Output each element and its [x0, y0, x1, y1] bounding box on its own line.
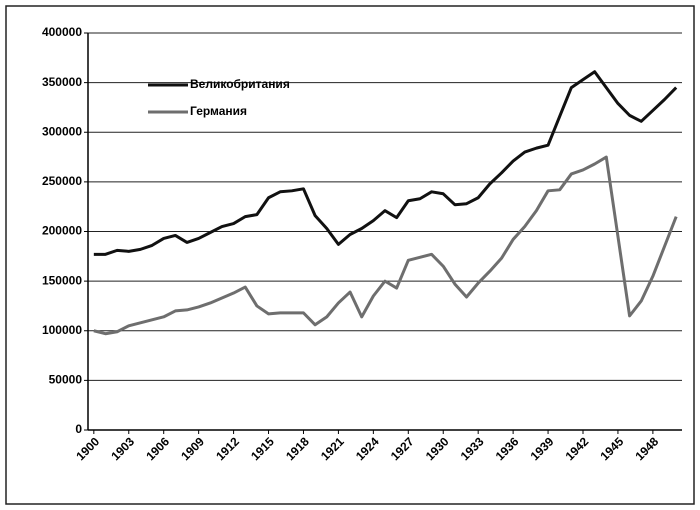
y-tick-label: 50000 [49, 373, 83, 387]
y-tick-label: 250000 [42, 174, 82, 188]
line-series [93, 155, 678, 336]
legend-label: Великобритания [190, 77, 290, 91]
y-tick-label: 300000 [42, 124, 82, 138]
legend-label: Германия [190, 104, 247, 118]
y-tick-label: 150000 [42, 273, 82, 287]
y-tick-label: 100000 [42, 323, 82, 337]
y-tick-label: 0 [75, 422, 82, 436]
chart-border [5, 5, 695, 505]
y-tick-label: 200000 [42, 224, 82, 238]
y-tick-label: 350000 [42, 75, 82, 89]
line-series [93, 70, 678, 256]
y-tick-label: 400000 [42, 25, 82, 39]
